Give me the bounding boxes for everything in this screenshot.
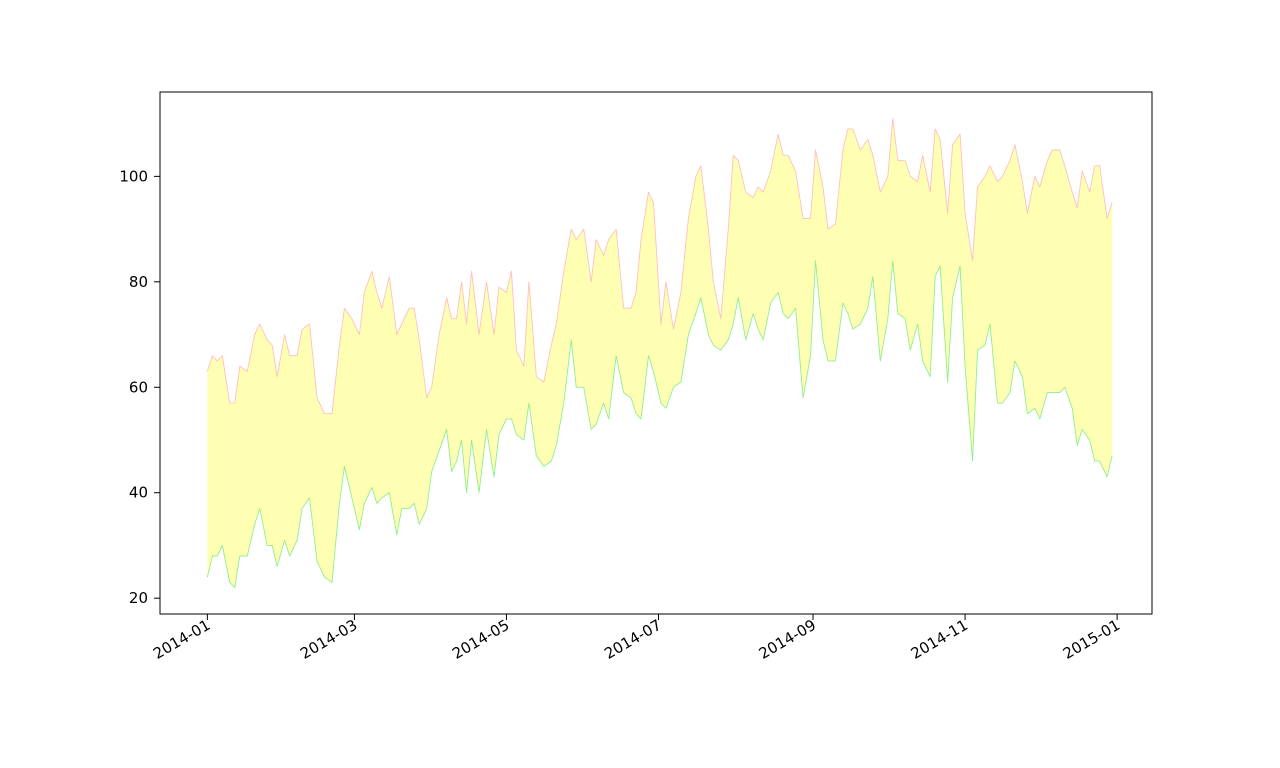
y-tick-label: 100 — [119, 167, 148, 185]
lower-series-line — [206, 260, 1113, 589]
y-tick-label: 80 — [129, 273, 148, 291]
y-tick-label: 40 — [129, 484, 148, 502]
y-tick-label: 20 — [129, 589, 148, 607]
upper-series-line — [206, 117, 1113, 415]
plot-area — [206, 117, 1113, 589]
y-tick-label: 60 — [129, 378, 148, 396]
y-axis: 20 40 60 80 100 — [119, 167, 160, 607]
axes-frame — [159, 91, 1153, 615]
band-fill — [207, 118, 1113, 588]
